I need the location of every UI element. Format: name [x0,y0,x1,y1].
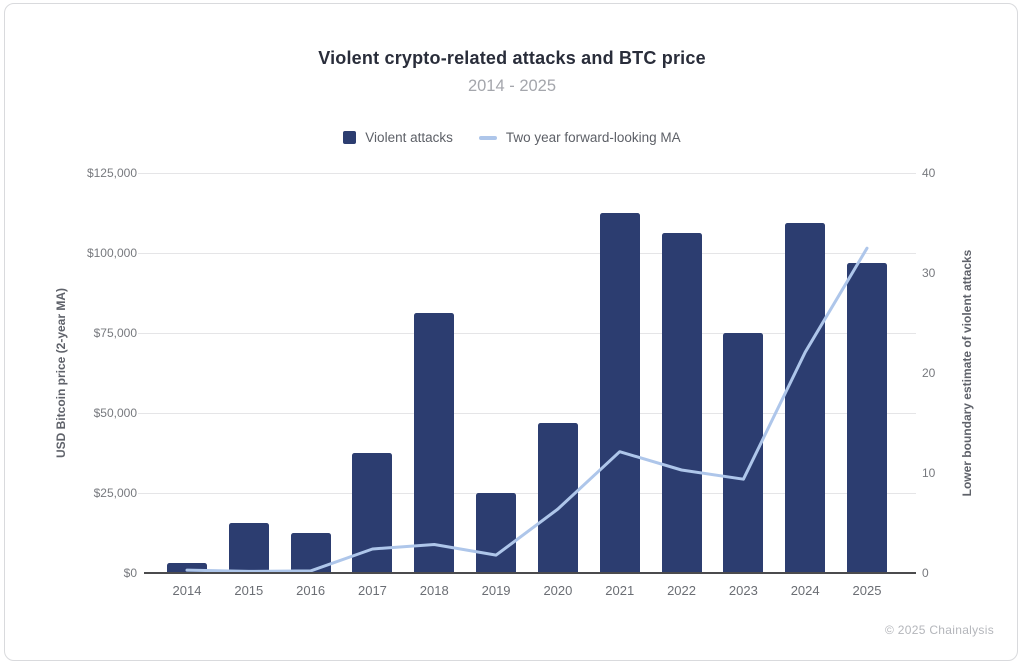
chart-subtitle: 2014 - 2025 [467,77,557,95]
legend-label-violent-attacks: Violent attacks [365,130,453,145]
left-axis-tick-$100,000: $100,000 [86,246,137,260]
violent-attacks-swatch-icon [343,131,357,144]
left-axis-tick-$75,000: $75,000 [93,326,137,340]
x-axis-label-2019: 2019 [481,583,511,598]
gridline-$75,000 [138,333,916,334]
forward-ma-swatch-icon [478,135,497,140]
x-axis-label-2016: 2016 [296,583,326,598]
left-axis-tick-$25,000: $25,000 [93,486,137,500]
x-axis-label-2015: 2015 [234,583,264,598]
bar-2019 [476,493,517,573]
bar-2015 [228,523,269,573]
x-axis-label-2018: 2018 [419,583,449,598]
legend: Violent attacks Two year forward-looking… [0,130,1024,145]
right-axis-tick-40: 40 [922,166,936,180]
gridline-$125,000 [138,173,916,174]
gridline-$50,000 [138,413,916,414]
forward-ma-line [185,246,869,573]
right-axis-title: Lower boundary estimate of violent attac… [960,249,974,497]
x-axis-label-2017: 2017 [357,583,387,598]
x-axis-label-2025: 2025 [852,583,882,598]
left-axis-tick-$50,000: $50,000 [93,406,137,420]
legend-label-forward-ma: Two year forward-looking MA [505,130,681,145]
legend-item-violent-attacks: Violent attacks [343,130,453,145]
bar-2022 [661,233,702,573]
gridline-$100,000 [138,253,916,254]
plot-area [138,173,916,574]
bar-2025 [847,263,887,573]
copyright-footer: © 2025 Chainalysis [885,623,994,637]
left-axis-tick-$0: $0 [123,566,137,580]
x-axis-label-2024: 2024 [790,583,820,598]
x-axis-label-2023: 2023 [728,583,758,598]
left-axis-title: USD Bitcoin price (2-year MA) [54,287,68,459]
left-axis-tick-$125,000: $125,000 [86,166,137,180]
x-axis-label-2021: 2021 [605,583,635,598]
chart-title: Violent crypto-related attacks and BTC p… [318,48,706,68]
x-axis-label-2022: 2022 [667,583,696,598]
bar-2018 [414,313,455,573]
right-axis-tick-30: 30 [922,266,936,280]
right-axis-tick-10: 10 [922,466,936,480]
x-axis-line [144,572,916,574]
bar-2024 [785,223,826,573]
right-axis-tick-0: 0 [922,566,929,580]
bar-2021 [599,213,640,573]
right-axis-tick-20: 20 [922,366,936,380]
gridline-$25,000 [138,493,916,494]
x-axis-label-2020: 2020 [543,583,573,598]
x-axis-label-2014: 2014 [172,583,202,598]
bar-2014 [167,563,207,573]
legend-item-forward-ma: Two year forward-looking MA [478,130,681,145]
